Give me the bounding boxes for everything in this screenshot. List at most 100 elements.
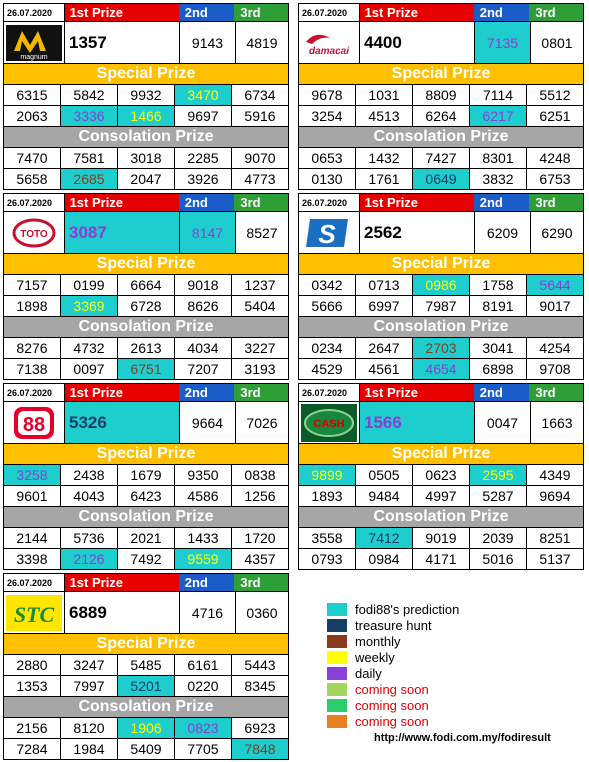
number-cell: 7207 [175, 359, 232, 379]
legend-label: coming soon [355, 697, 429, 713]
number-cell: 9070 [244, 150, 276, 166]
magnum-logo: magnum [4, 22, 65, 63]
second-prize-number: 9143 [180, 22, 236, 63]
number-cell: 3832 [470, 169, 527, 189]
number-cell: 8345 [244, 678, 276, 694]
stc-logo-icon: STC [6, 594, 62, 631]
first-prize-header: 1st Prize [64, 4, 179, 21]
third-prize-header: 3rd [234, 194, 288, 211]
special-row: 0342 0713 0986 1758 5644 [298, 275, 584, 296]
legend-item: monthly [327, 633, 459, 649]
number-cell: 8809 [413, 85, 470, 105]
card-header: 26.07.2020 1st Prize 2nd 3rd [3, 383, 289, 402]
number-cell: 9694 [539, 488, 571, 504]
card-header: 26.07.2020 1st Prize 2nd 3rd [3, 3, 289, 22]
sabah88-logo: 88 [4, 402, 65, 443]
special-row: 9678 1031 8809 7114 5512 [298, 85, 584, 106]
number-cell: 1031 [356, 85, 413, 105]
number-cell: 7138 [4, 359, 61, 379]
number-cell: 5137 [539, 551, 571, 567]
number-cell: 4513 [356, 106, 413, 126]
number-cell: 6664 [118, 275, 175, 295]
second-prize-header: 2nd [178, 4, 235, 21]
number-cell: 5287 [470, 486, 527, 506]
draw-date: 26.07.2020 [299, 384, 360, 401]
legend-item: coming soon [327, 681, 459, 697]
consolation-row: 8276 4732 2613 4034 3227 [3, 338, 289, 359]
number-cell: 0713 [356, 275, 413, 295]
number-cell: 4349 [539, 467, 571, 483]
number-cell: 0986 [413, 275, 470, 295]
number-cell: 6751 [118, 359, 175, 379]
number-cell: 6264 [413, 106, 470, 126]
number-cell: 6753 [539, 171, 571, 187]
website-url[interactable]: http://www.fodi.com.my/fodiresult [374, 732, 551, 744]
legend-swatch [327, 602, 347, 616]
number-cell: 9019 [413, 528, 470, 548]
number-cell: 0793 [299, 549, 356, 569]
magnum-logo-icon: magnum [6, 24, 62, 61]
number-cell: 0342 [299, 275, 356, 295]
svg-text:STC: STC [14, 602, 55, 627]
number-cell: 3254 [299, 106, 356, 126]
number-cell: 3336 [61, 106, 118, 126]
card-header: 26.07.2020 1st Prize 2nd 3rd [3, 193, 289, 212]
legend-swatch [327, 650, 347, 664]
consolation-row: 5658 2685 2047 3926 4773 [3, 169, 289, 190]
legend-label: daily [355, 665, 382, 681]
legend-swatch [327, 698, 347, 712]
legend-label: fodi88's prediction [355, 601, 460, 617]
number-cell: 4773 [244, 171, 276, 187]
toto-logo-icon: TOTO [12, 218, 56, 247]
consolation-row: 2144 5736 2021 1433 1720 [3, 528, 289, 549]
number-cell: 5666 [299, 296, 356, 316]
number-cell: 5644 [527, 275, 583, 295]
number-cell: 6728 [118, 296, 175, 316]
number-cell: 7157 [4, 275, 61, 295]
second-prize-header: 2nd [178, 384, 235, 401]
first-prize-number: 2562 [360, 212, 475, 253]
consolation-row: 0653 1432 7427 8301 4248 [298, 148, 584, 169]
third-prize-number: 0801 [541, 34, 573, 51]
second-prize-number: 4716 [180, 592, 236, 633]
number-cell: 9017 [539, 298, 571, 314]
number-cell: 5916 [244, 108, 276, 124]
draw-date: 26.07.2020 [4, 574, 65, 591]
result-card-cash-sweep: 26.07.2020 1st Prize 2nd 3rd CASH 1566 0… [298, 383, 584, 570]
top-prizes: S 2562 6209 6290 [298, 212, 584, 254]
third-prize-number: 6290 [541, 224, 573, 241]
third-prize-header: 3rd [529, 384, 583, 401]
third-prize-number: 8527 [246, 224, 278, 241]
number-cell: 7114 [470, 85, 527, 105]
result-card-damacai: 26.07.2020 1st Prize 2nd 3rd damacai 440… [298, 3, 584, 190]
special-row: 1898 3369 6728 8626 5404 [3, 296, 289, 317]
number-cell: 0838 [244, 467, 276, 483]
number-cell: 2063 [4, 106, 61, 126]
svg-text:S: S [318, 219, 336, 249]
number-cell: 5842 [61, 85, 118, 105]
first-prize-number: 1357 [65, 22, 180, 63]
second-prize-header: 2nd [178, 574, 235, 591]
first-prize-header: 1st Prize [359, 194, 474, 211]
second-prize-number: 7135 [475, 22, 531, 63]
number-cell: 3227 [244, 340, 276, 356]
draw-date: 26.07.2020 [4, 194, 65, 211]
number-cell: 9601 [4, 486, 61, 506]
card-header: 26.07.2020 1st Prize 2nd 3rd [298, 383, 584, 402]
consolation-prize-band: Consolation Prize [3, 127, 289, 148]
singapore-pools-logo: S [299, 212, 360, 253]
first-prize-number: 6889 [65, 592, 180, 633]
consolation-row: 7284 1984 5409 7705 7848 [3, 739, 289, 760]
legend-label: weekly [355, 649, 395, 665]
legend-label: coming soon [355, 713, 429, 729]
draw-date: 26.07.2020 [4, 384, 65, 401]
number-cell: 2126 [61, 549, 118, 569]
number-cell: 2156 [4, 718, 61, 738]
number-cell: 5485 [118, 655, 175, 675]
number-cell: 2703 [413, 338, 470, 358]
number-cell: 5736 [61, 528, 118, 548]
third-prize-header: 3rd [529, 194, 583, 211]
number-cell: 7284 [4, 739, 61, 759]
number-cell: 4248 [539, 150, 571, 166]
number-cell: 1433 [175, 528, 232, 548]
